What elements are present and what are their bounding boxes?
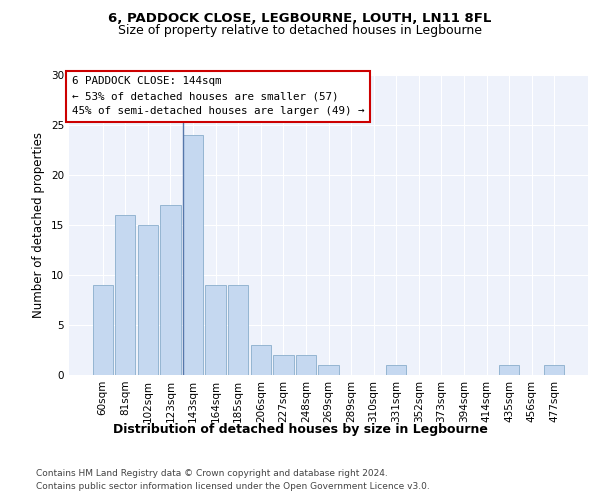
Bar — [92, 285, 113, 375]
Bar — [296, 355, 316, 375]
Bar — [115, 215, 136, 375]
Bar — [228, 285, 248, 375]
Bar — [251, 345, 271, 375]
Text: 6, PADDOCK CLOSE, LEGBOURNE, LOUTH, LN11 8FL: 6, PADDOCK CLOSE, LEGBOURNE, LOUTH, LN11… — [109, 12, 491, 26]
Bar — [138, 225, 158, 375]
Text: Contains HM Land Registry data © Crown copyright and database right 2024.: Contains HM Land Registry data © Crown c… — [36, 469, 388, 478]
Text: Distribution of detached houses by size in Legbourne: Distribution of detached houses by size … — [113, 422, 487, 436]
Bar — [319, 365, 338, 375]
Bar — [205, 285, 226, 375]
Text: 6 PADDOCK CLOSE: 144sqm
← 53% of detached houses are smaller (57)
45% of semi-de: 6 PADDOCK CLOSE: 144sqm ← 53% of detache… — [71, 76, 364, 116]
Bar — [160, 205, 181, 375]
Y-axis label: Number of detached properties: Number of detached properties — [32, 132, 46, 318]
Text: Size of property relative to detached houses in Legbourne: Size of property relative to detached ho… — [118, 24, 482, 37]
Bar — [273, 355, 293, 375]
Bar — [499, 365, 519, 375]
Bar — [544, 365, 565, 375]
Bar — [386, 365, 406, 375]
Bar — [183, 135, 203, 375]
Text: Contains public sector information licensed under the Open Government Licence v3: Contains public sector information licen… — [36, 482, 430, 491]
